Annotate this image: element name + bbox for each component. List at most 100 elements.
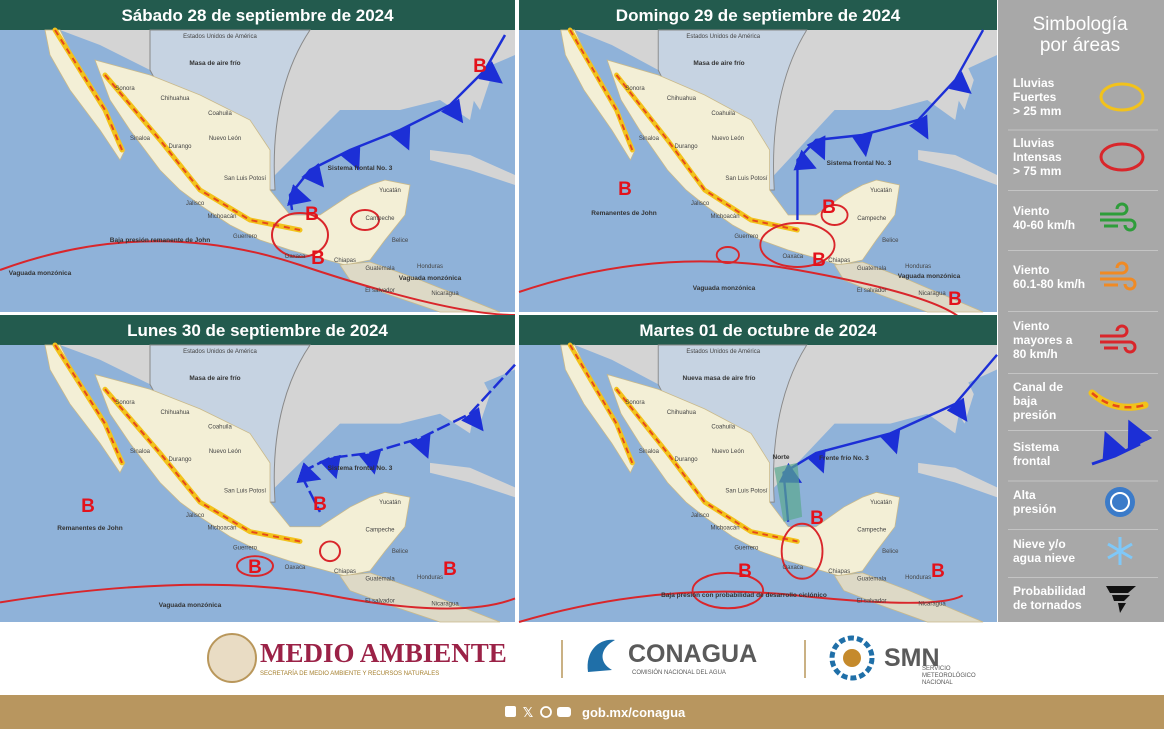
legend-label: 60.1-80 km/h	[1013, 277, 1085, 291]
place-label: San Luis Potosí	[725, 176, 767, 182]
seal	[207, 633, 257, 683]
panel-title: Martes 01 de octubre de 2024	[639, 321, 877, 340]
legend-title: por áreas	[1040, 35, 1120, 56]
conagua-logo	[587, 639, 615, 672]
map-annotation: Masa de aire frío	[189, 375, 240, 382]
place-label: Campeche	[857, 216, 887, 222]
place-label: San Luis Potosí	[224, 176, 266, 182]
map-overlay	[518, 27, 985, 321]
place-label: San Luis Potosí	[725, 488, 767, 494]
map-annotation: Masa de aire frío	[693, 60, 744, 67]
map-overlay	[518, 342, 998, 623]
legend-label: Viento	[1013, 319, 1049, 333]
place-label: Nuevo León	[712, 449, 744, 455]
norte-wind-area	[774, 462, 803, 522]
place-label: Nuevo León	[712, 136, 744, 142]
legend-icon	[1100, 324, 1137, 354]
place-label: Nuevo León	[209, 136, 241, 142]
heavy-rain-area	[715, 246, 740, 264]
place-label: Chihuahua	[667, 410, 697, 416]
heavy-rain-area	[780, 522, 824, 580]
panel-title: Sábado 28 de septiembre de 2024	[121, 6, 394, 25]
place-label: Nicaragua	[918, 601, 946, 607]
conagua-subtitle: COMISIÓN NACIONAL DEL AGUA	[632, 669, 726, 676]
place-label: Belice	[882, 549, 899, 555]
footer	[0, 622, 1164, 695]
place-label: Guerrero	[233, 234, 258, 240]
legend-label: agua nieve	[1013, 551, 1075, 565]
link: gob.mx/conagua	[582, 705, 686, 720]
place-label: Oaxaca	[285, 565, 306, 571]
legend-label: frontal	[1013, 454, 1050, 468]
cold-front	[793, 29, 985, 220]
place-label: Yucatán	[870, 500, 892, 506]
place-label: Estados Unidos de América	[686, 349, 760, 355]
map-annotation: Vaguada monzónica	[9, 270, 72, 277]
forecast-panel: Sábado 28 de septiembre de 2024 Estados U…	[0, 0, 516, 316]
map-annotation: Sistema frontal No. 3	[827, 160, 892, 167]
place-label: Durango	[675, 457, 699, 463]
low-pressure-center: B	[473, 56, 487, 77]
place-label: El salvador	[857, 598, 887, 604]
cold-front	[286, 34, 507, 211]
place-label: Campeche	[365, 216, 395, 222]
place-label: Yucatán	[379, 188, 401, 194]
legend-label: Lluvias	[1013, 136, 1055, 150]
legend-title: Simbología	[1032, 14, 1127, 35]
place-label: Oaxaca	[782, 565, 803, 571]
place-label: Sonora	[625, 86, 645, 92]
heavy-rain-area	[759, 222, 836, 268]
legend-label: 40-60 km/h	[1013, 218, 1075, 232]
place-label: Guerrero	[734, 545, 759, 551]
place-label: Coahuila	[208, 111, 232, 117]
heavy-rain-area	[350, 209, 380, 231]
map-annotation: Remanentes de John	[57, 525, 122, 532]
place-label: Jalisco	[186, 201, 205, 207]
map-annotation: Frente frío No. 3	[819, 455, 869, 462]
low-pressure-center: B	[812, 250, 826, 271]
place-label: Guatemala	[857, 266, 887, 272]
cold-front	[296, 363, 516, 513]
legend-icon	[1105, 487, 1135, 517]
place-label: El salvador	[365, 288, 395, 294]
place-label: Michoacán	[207, 214, 236, 220]
place-label: Jalisco	[691, 513, 710, 519]
map-annotation: Sistema frontal No. 3	[328, 165, 393, 172]
place-label: San Luis Potosí	[224, 488, 266, 494]
place-label: Guatemala	[365, 266, 395, 272]
map-annotation: Vaguada monzónica	[693, 285, 756, 292]
place-label: Sinaloa	[639, 449, 660, 455]
low-pressure-center: B	[305, 204, 319, 225]
map	[0, 342, 516, 623]
smn-subtitle: SERVICIO	[922, 666, 951, 672]
map-text: Estados Unidos de América Sonora Chihuahua…	[9, 34, 487, 297]
place-label: Guatemala	[857, 577, 887, 583]
panel-header	[519, 0, 997, 30]
monsoon-trough	[0, 583, 516, 610]
legend-label: Probabilidad	[1013, 584, 1086, 598]
place-label: Nuevo León	[209, 449, 241, 455]
map	[518, 342, 998, 623]
legend-label: presión	[1013, 408, 1056, 422]
monsoon-trough	[518, 590, 964, 623]
place-label: Nicaragua	[918, 291, 946, 297]
place-label: Coahuila	[208, 424, 232, 430]
place-label: Chihuahua	[160, 410, 190, 416]
panel-header	[0, 0, 515, 30]
legend-icon	[1106, 586, 1136, 613]
smn-logo-core	[843, 649, 861, 667]
legend-icon	[1099, 142, 1145, 172]
place-label: Chiapas	[334, 258, 356, 264]
bottom-bar	[0, 695, 1164, 729]
legend-label: Alta	[1013, 488, 1036, 502]
low-pressure-center: B	[822, 197, 836, 218]
legend-label: Sistema	[1013, 440, 1059, 454]
place-label: Oaxaca	[285, 254, 306, 260]
map-annotation: Baja presión con probabilidad de desarro…	[661, 592, 827, 599]
low-pressure-center: B	[81, 496, 95, 517]
place-label: Belice	[392, 549, 409, 555]
smn-name: SMN	[884, 644, 940, 672]
place-label: Campeche	[857, 528, 887, 534]
